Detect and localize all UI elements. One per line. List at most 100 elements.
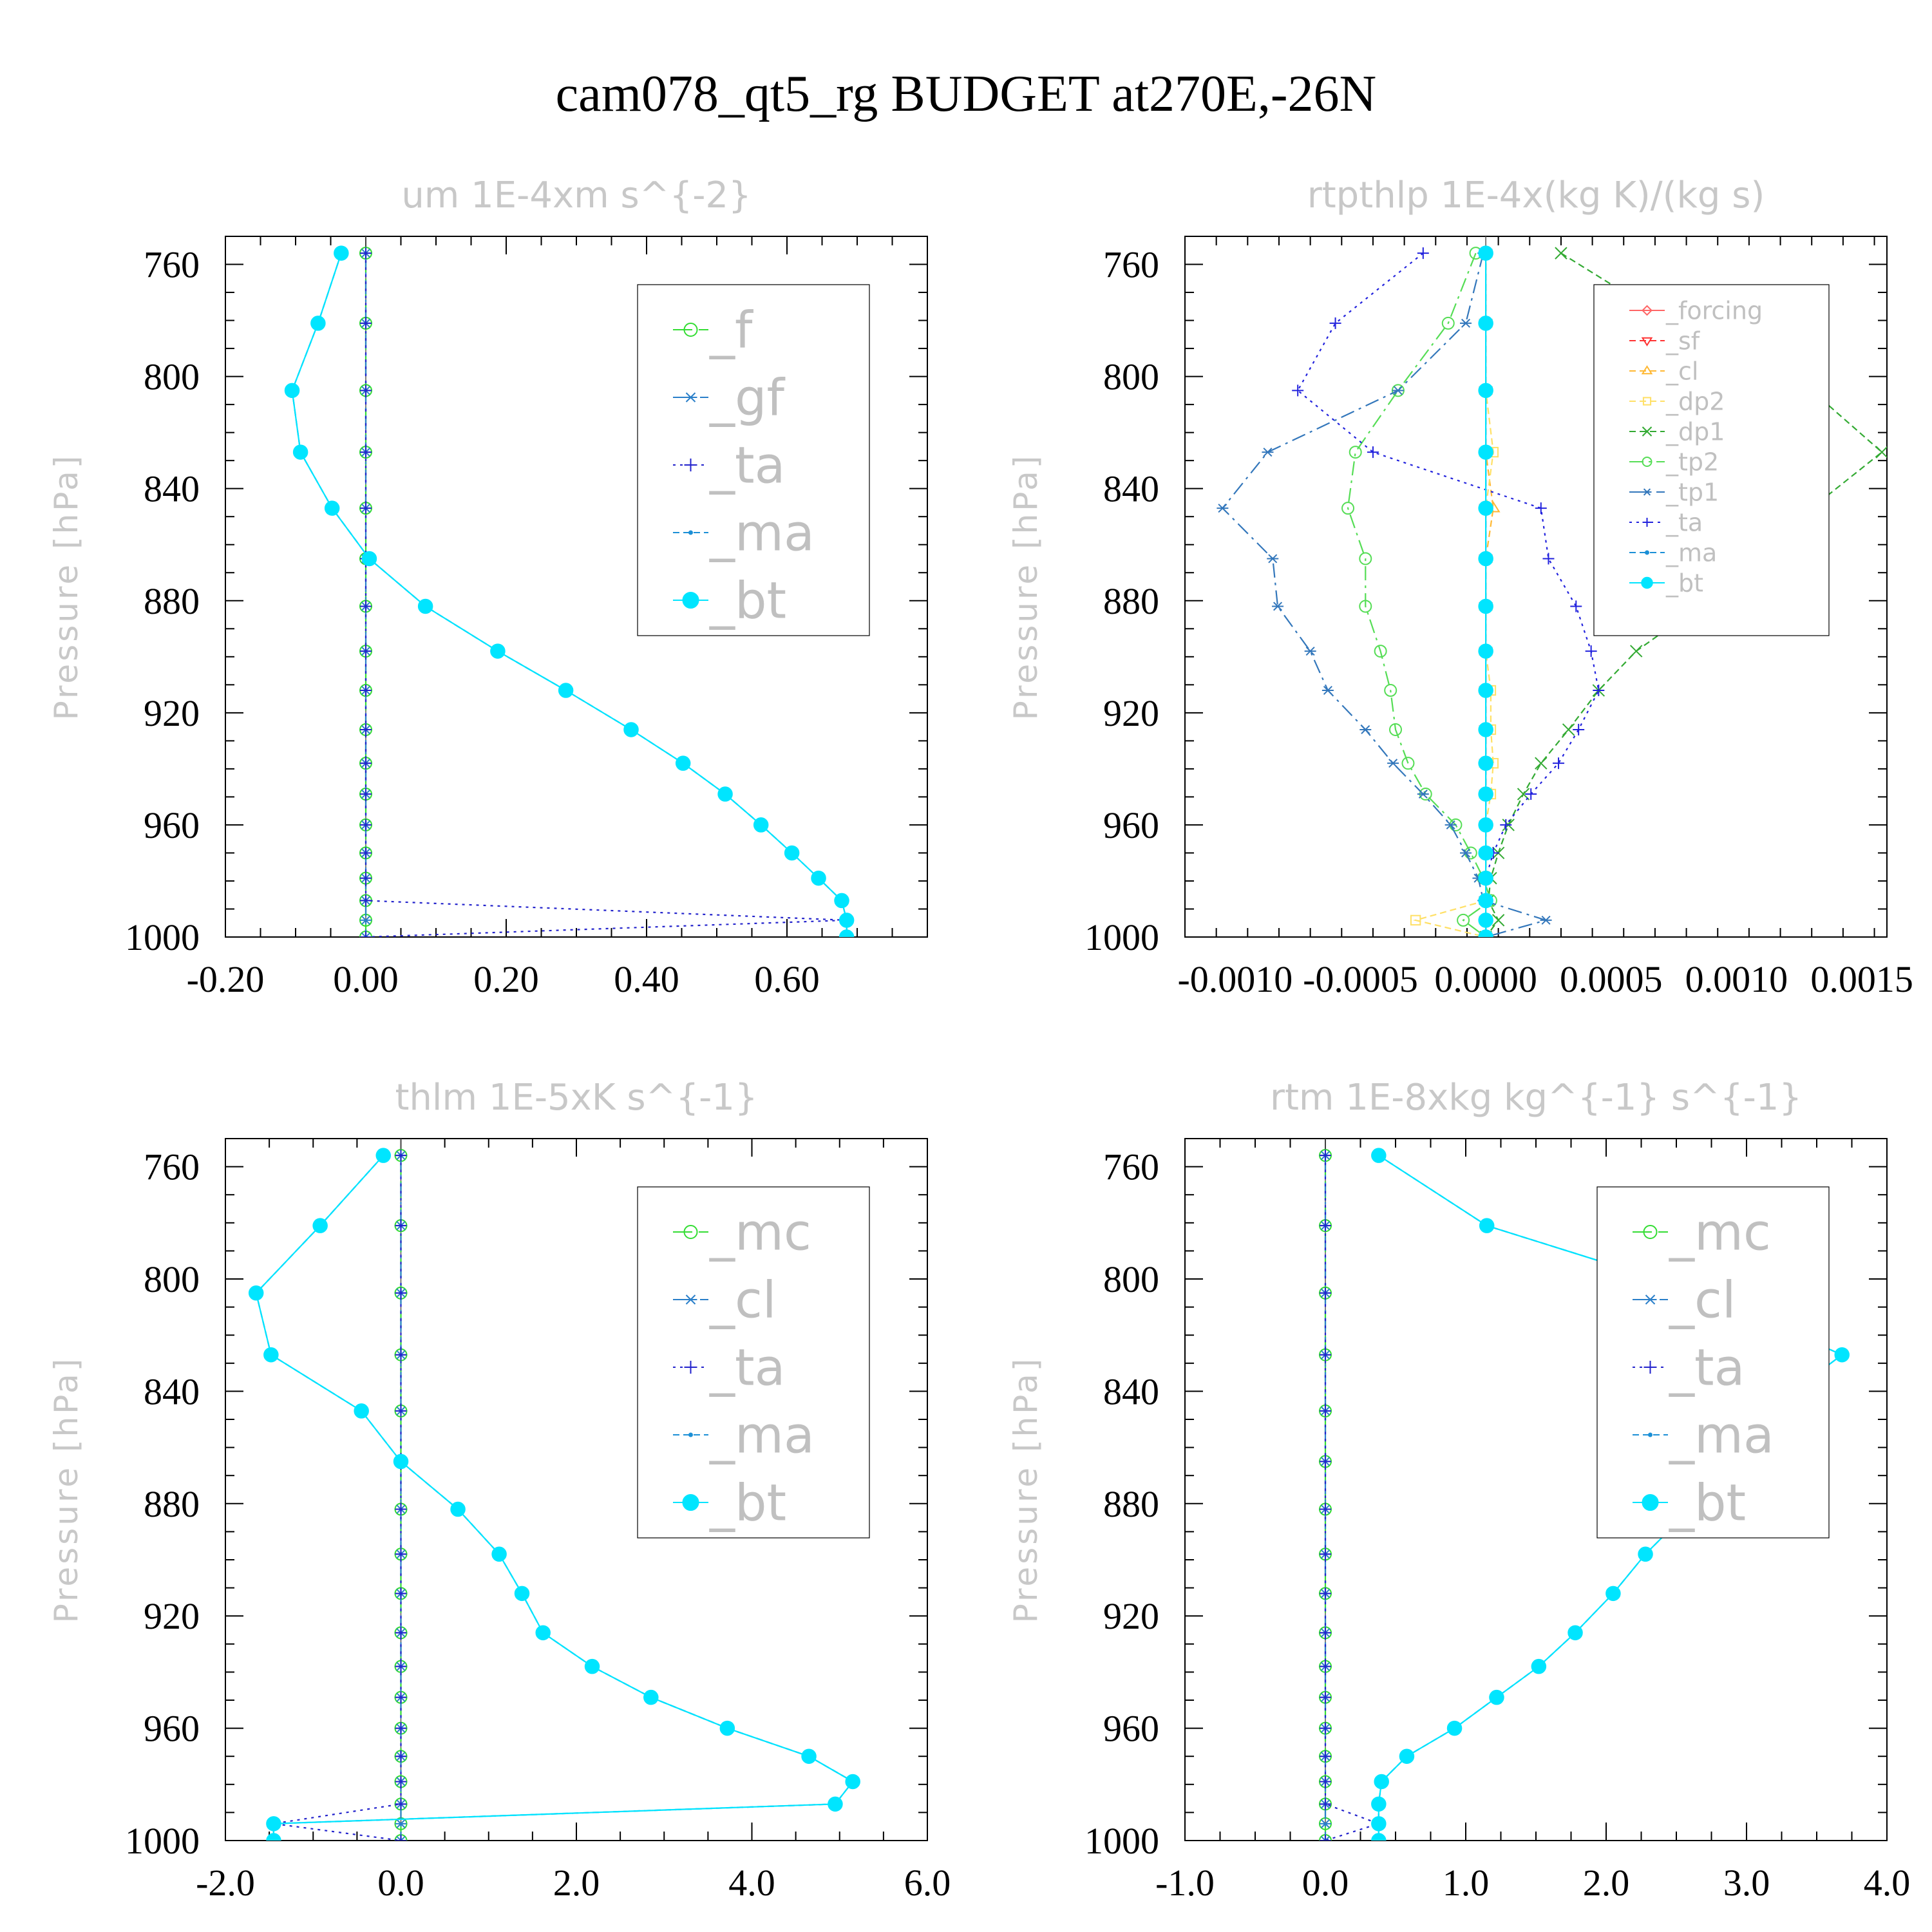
data-point [1359,600,1372,613]
legend: _mc _cl _ta _ma _bt [1596,1186,1830,1539]
data-point [1320,1349,1331,1361]
data-point [1478,817,1493,833]
data-point [1320,1503,1331,1515]
legend-entry: _ma [1629,538,1717,567]
legend-label: _bt [709,1474,786,1532]
data-point [1272,601,1284,611]
data-point [1478,755,1493,771]
legend-entry: _ta [1633,1339,1745,1397]
data-point [395,1220,407,1232]
y-tick-label: 760 [1103,244,1159,286]
y-tick-label: 920 [144,692,200,734]
data-point [1320,1627,1331,1639]
data-point [1341,502,1355,515]
data-point [1570,600,1582,612]
data-point [584,1658,600,1674]
data-point [1417,247,1429,260]
plot-area [1217,245,1887,937]
data-point [1478,598,1493,614]
y-tick-label: 840 [1103,468,1159,510]
data-point [490,643,506,659]
data-point [375,1148,391,1163]
legend-entry: _ma [1633,1406,1774,1464]
data-point [395,1503,407,1515]
legend-entry: _ta [1629,508,1703,536]
data-point [1359,552,1372,565]
data-point [310,316,326,331]
data-point [312,1218,328,1233]
data-point [558,683,574,698]
legend-entry: _f [673,301,753,359]
data-point [1399,1748,1415,1764]
data-point [1371,1148,1387,1163]
legend-label: _ta [1669,1339,1745,1397]
data-point [845,1774,860,1790]
series-line [1485,253,1494,937]
x-tick-label: -2.0 [196,1862,255,1904]
data-point [719,1720,735,1736]
data-point [1329,317,1341,329]
data-point [514,1586,530,1602]
series-ta [267,1150,407,1841]
data-point [450,1501,466,1517]
legend-label: _tp2 [1665,448,1719,476]
y-tick-label: 1000 [1084,1820,1159,1862]
y-axis-label: Pressure [hPa] [1007,453,1045,721]
data-point [292,444,308,460]
y-tick-label: 1000 [125,916,200,958]
data-point [395,1776,407,1788]
legend: _mc _cl _ta _ma _bt [637,1186,870,1539]
data-point [1320,1548,1331,1560]
legend-label: _ma [1665,538,1717,567]
data-point [1478,643,1493,659]
chart-panel-1: um 1E-4xm s^{-2} Pressure [hPa] 760 800 840 8… [48,175,928,1000]
data-point [395,1660,407,1672]
series-ta [1320,1150,1385,1841]
data-point [1567,1625,1583,1641]
data-point [1320,1660,1331,1672]
data-point [266,1833,281,1841]
data-point [395,1150,407,1162]
x-tick-label: 0.0015 [1810,958,1913,1000]
plot-area [248,1148,860,1841]
x-tick-label: 0.00 [333,958,399,1000]
data-point [1478,786,1493,802]
data-point [395,1798,407,1810]
data-point [1478,245,1493,261]
data-point [1410,914,1421,926]
legend-label: _ta [1665,508,1703,536]
data-point [395,1722,407,1734]
data-point [1478,929,1493,937]
data-point [266,1816,281,1832]
data-point [1478,444,1493,460]
data-point [1478,316,1493,331]
legend-label: _bt [1669,1474,1746,1532]
data-point [1304,647,1316,656]
data-point [360,685,372,697]
panel-title: thlm 1E-5xK s^{-1} [395,1077,757,1119]
plot-area [284,245,855,937]
legend-entry: _cl [673,1271,777,1329]
data-point [1374,645,1387,658]
data-point [675,755,691,771]
data-point [1573,723,1585,735]
legend-label: _sf [1665,327,1701,355]
data-point [1535,502,1547,515]
y-tick-label: 760 [144,244,200,286]
data-point [1320,1287,1331,1299]
data-point [828,1796,843,1812]
data-point [1585,645,1597,658]
legend-entry: _bt [1633,1474,1746,1532]
series-tp2 [1341,247,1497,937]
data-point [361,551,377,567]
data-point [1389,723,1402,736]
x-tick-label: 2.0 [1583,1862,1630,1904]
data-point [1441,316,1455,330]
series-line [273,1155,402,1841]
legend: _f _gf _ta _ma _bt [637,284,870,636]
series-cl [1479,246,1501,937]
data-point [1320,1722,1331,1734]
data-point [393,1454,409,1470]
data-point [1562,723,1575,736]
